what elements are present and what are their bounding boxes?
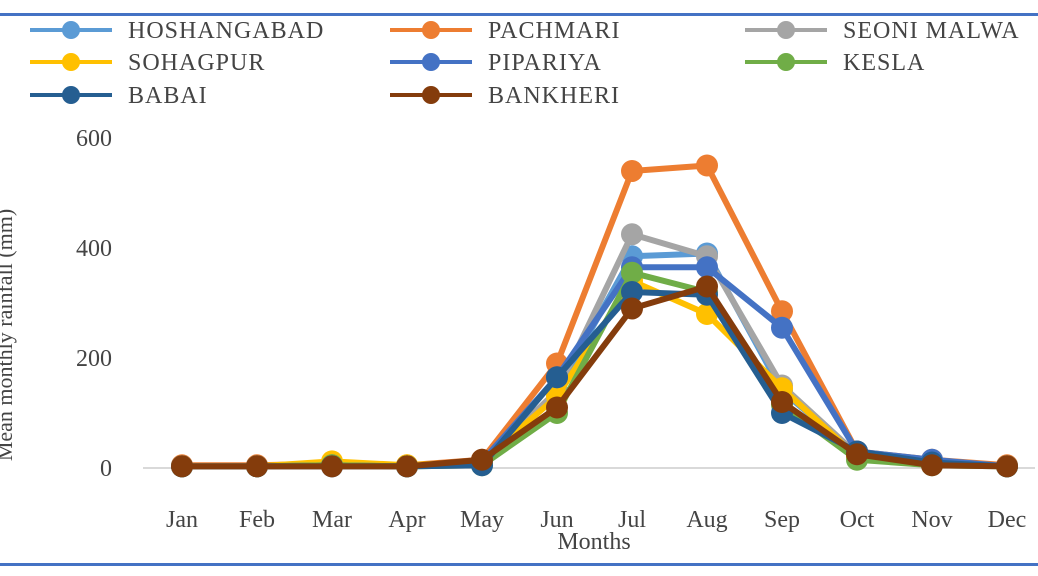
- legend-marker: [422, 21, 440, 39]
- data-point: [771, 300, 793, 323]
- y-tick-label: 400: [76, 236, 112, 262]
- series-pipariya: [171, 256, 1018, 478]
- data-point: [621, 160, 643, 182]
- legend-item: BABAI: [30, 83, 208, 109]
- x-tick-label: Nov: [911, 507, 952, 533]
- legend-item: SOHAGPUR: [30, 50, 265, 76]
- series-line: [179, 269, 1010, 470]
- x-tick-label: Feb: [239, 507, 275, 533]
- legend-label: SOHAGPUR: [128, 50, 265, 76]
- legend-label: BABAI: [128, 83, 208, 109]
- legend-item: SEONI MALWA: [745, 18, 1020, 44]
- data-point: [246, 455, 268, 478]
- legend-marker: [422, 53, 440, 71]
- data-point: [996, 455, 1018, 478]
- plot-area: [171, 154, 1018, 478]
- x-tick-label: Mar: [312, 507, 352, 533]
- x-tick-label: Aug: [686, 507, 727, 533]
- data-point: [621, 297, 643, 320]
- x-tick-label: Jan: [166, 507, 198, 533]
- data-point: [546, 366, 568, 389]
- top-border: [0, 13, 1038, 16]
- legend-item: KESLA: [745, 50, 925, 76]
- series-sohagpur: [171, 270, 1018, 478]
- data-point: [846, 443, 868, 466]
- x-tick-label: Dec: [988, 507, 1027, 533]
- x-tick-label: Sep: [764, 507, 800, 533]
- series-kesla: [171, 261, 1018, 478]
- data-point: [546, 396, 568, 419]
- legend: HOSHANGABAD PACHMARI SEONI MALWA SOHAGPUR PI…: [30, 18, 1020, 109]
- legend-marker: [422, 86, 440, 104]
- x-tick-label: May: [460, 507, 504, 533]
- bottom-border: [0, 563, 1038, 566]
- data-point: [921, 454, 943, 477]
- x-tick-label: Apr: [388, 507, 425, 533]
- x-tick-label: Oct: [840, 507, 875, 533]
- legend-item: PACHMARI: [390, 18, 621, 44]
- data-point: [321, 455, 343, 478]
- data-point: [471, 448, 493, 471]
- data-point: [696, 275, 718, 298]
- legend-item: HOSHANGABAD: [30, 18, 324, 44]
- legend-marker: [777, 21, 795, 39]
- x-axis-label: Months: [557, 529, 630, 555]
- data-point: [171, 455, 193, 478]
- x-tick-label: Jun: [540, 507, 573, 533]
- x-tick-label: Jul: [618, 507, 646, 533]
- legend-item: BANKHERI: [390, 83, 620, 109]
- x-axis: Jan Feb Mar Apr May Jun Jul Aug Sep Oct Nov Dec: [166, 507, 1026, 533]
- legend-label: BANKHERI: [488, 83, 620, 109]
- data-point: [771, 316, 793, 339]
- y-axis: 0 200 400 600: [76, 126, 1035, 482]
- legend-marker: [62, 86, 80, 104]
- data-point: [621, 261, 643, 284]
- legend-label: PACHMARI: [488, 18, 621, 44]
- data-point: [396, 455, 418, 478]
- series-line: [179, 264, 1010, 470]
- legend-label: SEONI MALWA: [843, 18, 1020, 44]
- legend-label: PIPARIYA: [488, 50, 602, 76]
- data-point: [696, 154, 718, 177]
- legend-item: PIPARIYA: [390, 50, 602, 76]
- legend-label: KESLA: [843, 50, 925, 76]
- y-tick-label: 200: [76, 346, 112, 372]
- y-tick-label: 0: [100, 456, 112, 482]
- y-axis-label: Mean monthly rainfall (mm): [0, 209, 17, 461]
- data-point: [696, 256, 718, 279]
- data-point: [621, 281, 643, 303]
- legend-marker: [777, 53, 795, 71]
- series-line: [179, 283, 1010, 470]
- legend-marker: [62, 21, 80, 39]
- series-bankheri: [171, 275, 1018, 478]
- y-tick-label: 600: [76, 126, 112, 152]
- legend-marker: [62, 53, 80, 71]
- legend-label: HOSHANGABAD: [128, 18, 324, 44]
- data-point: [771, 391, 793, 413]
- data-point: [621, 223, 643, 246]
